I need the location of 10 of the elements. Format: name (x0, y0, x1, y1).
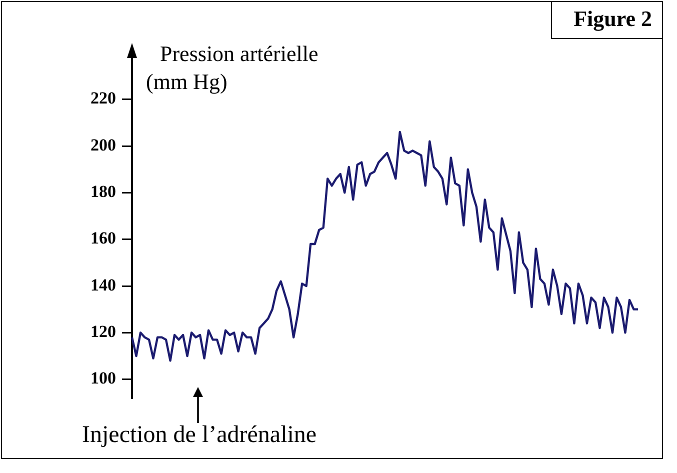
chart-title: Figure 2 (550, 2, 662, 39)
y-tick-label: 140 (90, 275, 116, 294)
y-tick-label: 220 (90, 88, 116, 108)
y-tick-label: 200 (90, 135, 116, 154)
y-tick-label: 160 (90, 228, 116, 248)
y-tick-label: 180 (90, 182, 116, 202)
text: Injection de l’adrénaline (82, 422, 317, 449)
y-axis-title: Pression artérielle (mm Hg) (146, 40, 318, 94)
y-tick-label: 100 (90, 368, 116, 388)
y-tick-label: 120 (90, 322, 116, 342)
